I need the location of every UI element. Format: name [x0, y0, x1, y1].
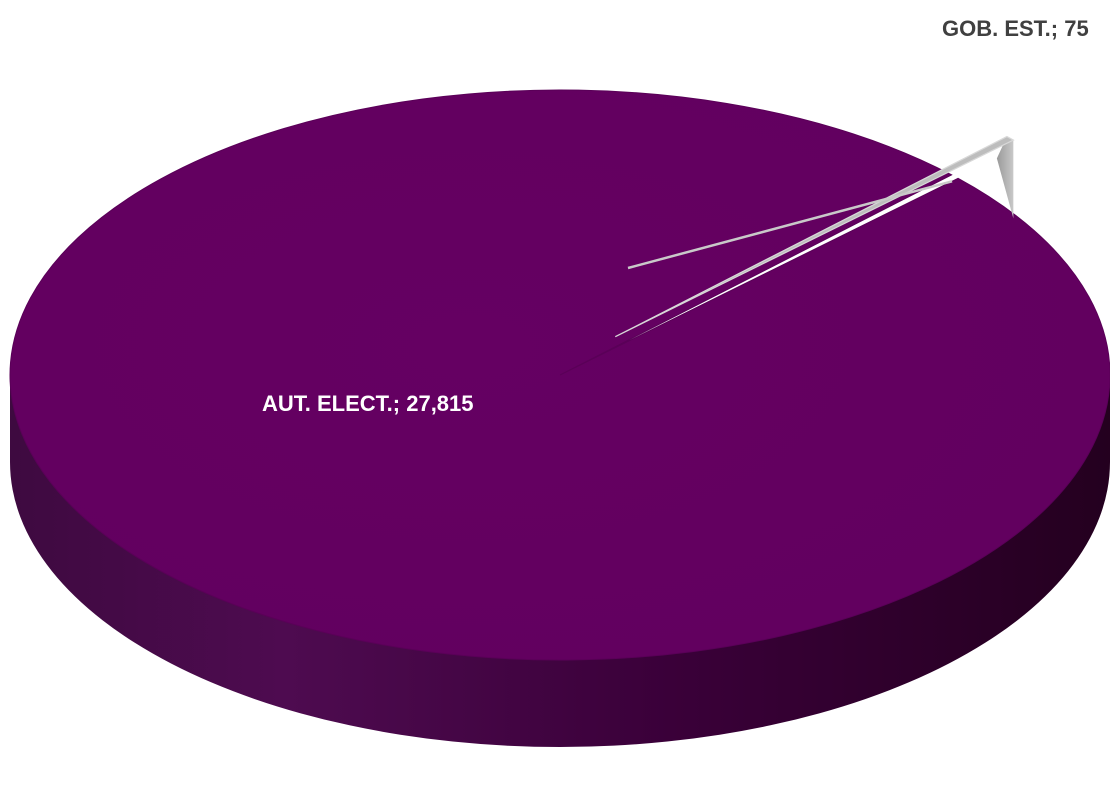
slice-label-aut-elect: AUT. ELECT.; 27,815 [262, 391, 474, 416]
pie-slice-gob-est [615, 135, 1015, 338]
pie-slice-aut-elect [9, 89, 1110, 661]
pie-slice-gob-est-side [996, 136, 1014, 219]
pie-side [10, 375, 1110, 747]
pie-slice-gob-est-highlight [627, 180, 953, 270]
slice-label-gob-est: GOB. EST.; 75 [942, 16, 1089, 41]
